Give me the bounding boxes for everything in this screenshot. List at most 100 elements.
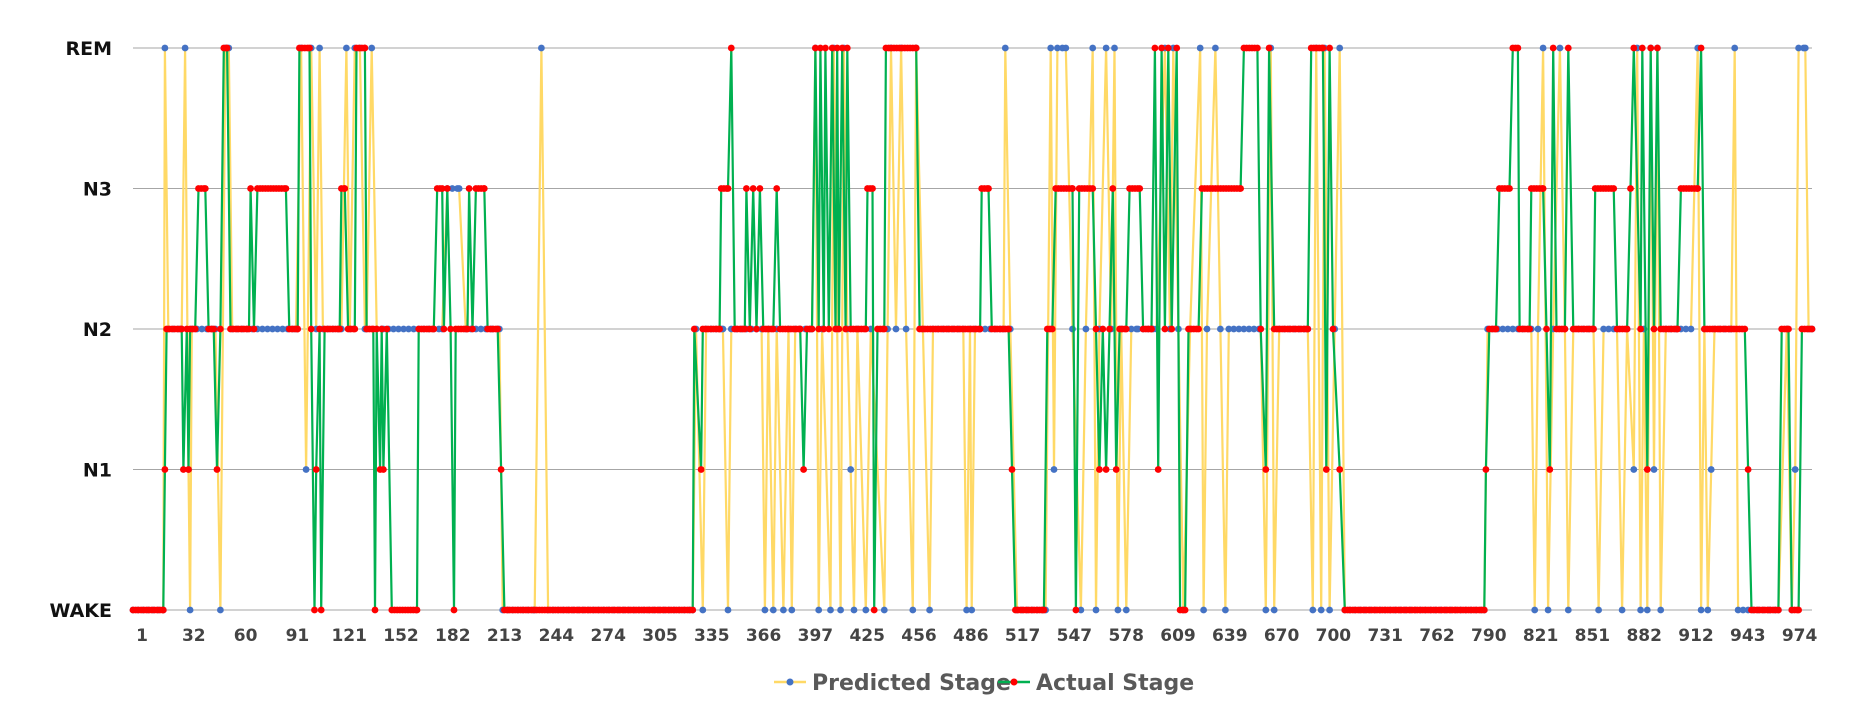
data-point xyxy=(1262,606,1270,614)
data-point xyxy=(361,44,369,52)
data-point xyxy=(380,466,387,473)
x-tick-label: 366 xyxy=(746,626,782,646)
data-point xyxy=(1707,466,1715,473)
data-point xyxy=(862,325,870,333)
x-tick-label: 486 xyxy=(953,626,989,646)
data-point xyxy=(371,606,379,614)
data-point xyxy=(1775,606,1782,614)
data-point xyxy=(833,44,841,52)
data-point xyxy=(317,606,325,614)
data-point xyxy=(743,185,750,192)
data-point xyxy=(1326,44,1333,52)
data-point xyxy=(1304,325,1312,333)
data-point xyxy=(756,185,764,192)
data-point xyxy=(1200,606,1207,614)
x-tick-label: 670 xyxy=(1264,626,1300,646)
data-point xyxy=(808,325,816,333)
data-point xyxy=(1801,44,1809,52)
data-point xyxy=(1534,325,1542,333)
data-point xyxy=(1480,606,1488,614)
data-point xyxy=(343,44,350,52)
data-point xyxy=(1054,44,1061,52)
data-point xyxy=(1099,325,1107,333)
data-point xyxy=(780,606,787,614)
x-tick-label: 912 xyxy=(1678,626,1714,646)
data-point xyxy=(250,325,258,333)
data-point xyxy=(1687,325,1695,333)
data-point xyxy=(828,44,836,52)
data-point xyxy=(827,606,834,614)
data-point xyxy=(1637,606,1644,614)
data-point xyxy=(1136,185,1144,192)
data-point xyxy=(963,606,970,614)
data-point xyxy=(497,466,505,473)
data-point xyxy=(1564,44,1572,52)
data-point xyxy=(1785,325,1792,333)
data-point xyxy=(880,325,888,333)
data-point xyxy=(186,606,194,614)
data-point xyxy=(1590,325,1597,333)
x-tick-label: 851 xyxy=(1575,626,1611,646)
data-point xyxy=(1181,606,1189,614)
x-tick-label: 305 xyxy=(642,626,678,646)
data-point xyxy=(796,325,804,333)
data-point xyxy=(1245,325,1253,333)
data-point xyxy=(699,606,707,614)
y-tick-label: N2 xyxy=(83,319,112,341)
data-point xyxy=(822,44,829,52)
data-point xyxy=(1196,44,1204,52)
data-point xyxy=(311,606,318,614)
x-tick-label: 882 xyxy=(1626,626,1662,646)
data-point xyxy=(697,466,705,473)
data-point xyxy=(1731,44,1739,52)
data-point xyxy=(1506,185,1513,192)
data-point xyxy=(1482,466,1490,473)
data-point xyxy=(178,325,186,333)
data-point xyxy=(926,606,933,614)
actual-stage-series xyxy=(129,44,1816,614)
x-tick-label: 244 xyxy=(539,626,575,646)
data-point xyxy=(825,325,833,333)
data-point xyxy=(1047,44,1055,52)
data-point xyxy=(838,44,846,52)
data-point xyxy=(1682,325,1690,333)
x-tick-label: 1 xyxy=(136,626,148,646)
data-point xyxy=(1122,606,1130,614)
data-point xyxy=(1704,606,1712,614)
data-point xyxy=(161,466,169,473)
data-point xyxy=(448,185,456,192)
data-point xyxy=(223,44,231,52)
data-point xyxy=(210,325,218,333)
data-point xyxy=(245,325,253,333)
data-point xyxy=(316,325,323,333)
data-point xyxy=(847,466,855,473)
data-point xyxy=(1235,325,1243,333)
data-point xyxy=(1744,466,1752,473)
data-point xyxy=(217,606,224,614)
data-point xyxy=(862,606,870,614)
x-tick-label: 578 xyxy=(1108,626,1144,646)
data-point xyxy=(1643,466,1651,473)
data-point xyxy=(1336,44,1344,52)
data-point xyxy=(1734,606,1742,614)
data-point xyxy=(981,325,989,333)
data-point xyxy=(1504,325,1512,333)
x-tick-label: 397 xyxy=(798,626,834,646)
data-point xyxy=(1151,44,1159,52)
data-point xyxy=(198,325,206,333)
data-point xyxy=(1697,44,1705,52)
data-point xyxy=(1168,325,1176,333)
data-point xyxy=(1741,325,1749,333)
data-point xyxy=(1222,606,1229,614)
data-point xyxy=(447,325,454,333)
data-point xyxy=(1122,325,1130,333)
data-point xyxy=(1627,185,1634,192)
data-point xyxy=(1492,325,1500,333)
data-point xyxy=(1549,44,1557,52)
data-point xyxy=(159,606,167,614)
x-tick-label: 731 xyxy=(1367,626,1403,646)
data-point xyxy=(1322,466,1330,473)
data-point xyxy=(753,325,760,333)
data-point xyxy=(264,325,271,333)
